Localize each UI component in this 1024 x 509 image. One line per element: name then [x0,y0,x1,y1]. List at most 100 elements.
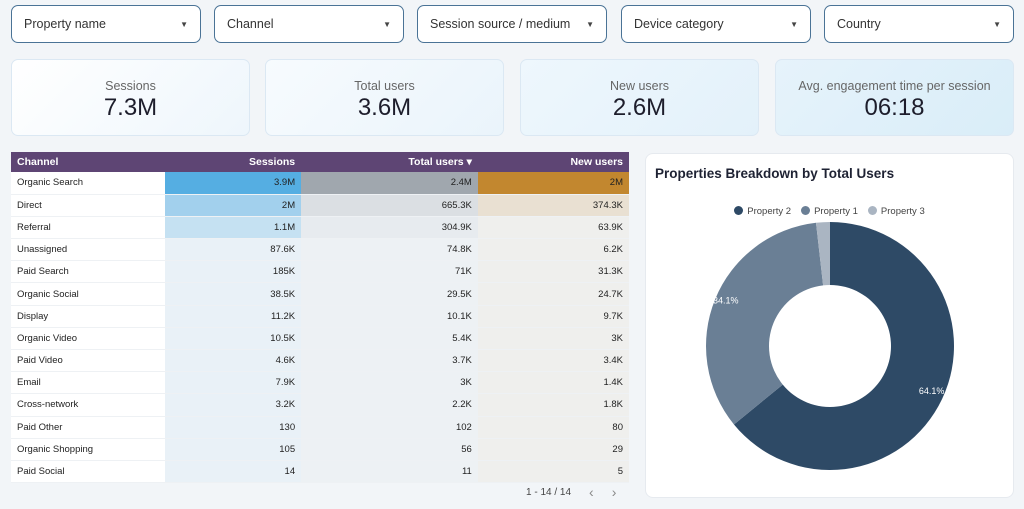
table-cell-channel: Cross-network [11,393,165,417]
scorecard-value: 7.3M [103,94,158,121]
table-row[interactable]: Unassigned 87.6K 74.8K 6.2K [11,238,629,262]
pagination: 1 - 14 / 14 ‹ › [526,484,616,500]
donut-slice[interactable] [733,222,954,471]
table-cell-value: 3.2K [165,393,302,417]
filter-property-name[interactable]: Property name ▼ [11,5,201,43]
table-cell-value: 665.3K [301,194,478,217]
table-cell-value: 11 [301,460,478,484]
scorecard: Sessions 7.3M [11,59,250,136]
table-cell-value: 6.2K [477,238,629,262]
table-cell-value: 1.1M [165,216,302,240]
table-cell-value: 2M [165,194,302,217]
scorecard: New users 2.6M [520,59,759,136]
table-cell-value: 105 [165,438,302,461]
table-cell-channel: Paid Social [11,460,165,484]
table-cell-value: 80 [477,416,629,439]
slice-label: 64.1% [919,386,945,396]
table-cell-value: 87.6K [165,238,302,262]
table-cell-value: 9.7K [477,305,629,328]
donut-chart: 64.1% 34.1% [706,222,954,471]
slice-label: 34.1% [713,296,739,306]
scorecard-label: Avg. engagement time per session [798,79,991,93]
filter-session-source-medium[interactable]: Session source / medium ▼ [417,5,607,43]
table-row[interactable]: Display 11.2K 10.1K 9.7K [11,305,629,328]
legend-item[interactable]: Property 2 [734,206,791,217]
legend-item[interactable]: Property 1 [801,206,858,217]
scorecard: Avg. engagement time per session 06:18 [775,59,1014,136]
scorecard-value: 2.6M [612,94,667,121]
scorecard-value: 06:18 [864,94,925,121]
table-cell-channel: Display [11,305,165,328]
column-header[interactable]: New users [477,152,629,172]
column-header-label: Channel [17,156,59,168]
legend-item[interactable]: Property 3 [867,206,925,217]
table-cell-value: 38.5K [165,282,302,306]
sort-desc-icon: ▾ [466,156,472,168]
next-page-button[interactable]: › [611,484,617,500]
table-row[interactable]: Organic Shopping 105 56 29 [11,438,629,461]
table-cell-value: 130 [165,416,302,439]
table-cell-value: 2M [477,172,629,195]
chart-legend: Property 2 Property 1 Property 3 [646,206,1013,217]
table-row[interactable]: Paid Other 130 102 80 [11,416,629,439]
chart-title: Properties Breakdown by Total Users [655,166,895,181]
donut-slice[interactable] [816,222,830,286]
table-row[interactable]: Organic Video 10.5K 5.4K 3K [11,327,629,351]
table-row[interactable]: Cross-network 3.2K 2.2K 1.8K [11,393,629,417]
channel-table: Channel Sessions Total users ▾ New users Org… [11,152,629,484]
table-cell-channel: Organic Video [11,327,165,351]
table-cell-value: 3K [301,371,478,395]
table-cell-value: 304.9K [301,216,478,240]
table-cell-value: 3.9M [165,172,302,195]
donut-slice[interactable] [706,222,824,425]
filter-country[interactable]: Country ▼ [824,5,1014,43]
dropdown-caret-icon: ▼ [993,19,1001,29]
table-row[interactable]: Paid Video 4.6K 3.7K 3.4K [11,349,629,373]
legend-swatch-icon [734,206,744,215]
column-header-label: Total users [408,156,464,168]
table-cell-channel: Paid Other [11,416,165,439]
prev-page-button[interactable]: ‹ [589,484,594,500]
legend-swatch-icon [801,206,811,215]
dropdown-caret-icon: ▼ [180,19,188,29]
table-row[interactable]: Organic Social 38.5K 29.5K 24.7K [11,282,629,306]
table-cell-channel: Direct [11,194,165,217]
table-cell-value: 2.2K [301,393,478,417]
legend-swatch-icon [867,206,877,215]
pagination-label: 1 - 14 / 14 [526,486,572,498]
column-header[interactable]: Sessions [165,152,302,172]
table-cell-channel: Organic Social [11,282,165,306]
properties-chart-panel: Properties Breakdown by Total Users Prop… [645,153,1014,498]
table-cell-value: 374.3K [477,194,629,217]
dropdown-caret-icon: ▼ [790,19,798,29]
table-cell-value: 5.4K [301,327,478,351]
table-cell-value: 5 [477,460,629,484]
filter-channel[interactable]: Channel ▼ [214,5,404,43]
table-row[interactable]: Direct 2M 665.3K 374.3K [11,194,629,217]
table-cell-channel: Organic Shopping [11,438,165,461]
scorecard-label: Total users [354,79,415,93]
table-row[interactable]: Email 7.9K 3K 1.4K [11,371,629,395]
table-cell-channel: Paid Video [11,349,165,373]
scorecard: Total users 3.6M [265,59,504,136]
column-header[interactable]: Total users ▾ [301,152,478,172]
table-row[interactable]: Organic Search 3.9M 2.4M 2M [11,172,629,195]
table-row[interactable]: Referral 1.1M 304.9K 63.9K [11,216,629,240]
column-header[interactable]: Channel [11,152,165,172]
scorecard-label: Sessions [105,79,156,93]
table-cell-value: 10.5K [165,327,302,351]
scorecard-value: 3.6M [357,94,412,121]
table-cell-value: 63.9K [477,216,629,240]
table-row[interactable]: Paid Search 185K 71K 31.3K [11,260,629,284]
table-cell-value: 4.6K [165,349,302,373]
legend-label: Property 1 [814,206,858,217]
filter-label: Session source / medium [430,17,571,31]
table-cell-value: 1.4K [477,371,629,395]
filter-device-category[interactable]: Device category ▼ [621,5,811,43]
table-row[interactable]: Paid Social 14 11 5 [11,460,629,484]
legend-label: Property 3 [880,206,925,217]
table-cell-channel: Paid Search [11,260,165,284]
table-cell-value: 31.3K [477,260,629,284]
legend-label: Property 2 [747,206,792,217]
filter-label: Device category [634,17,724,31]
